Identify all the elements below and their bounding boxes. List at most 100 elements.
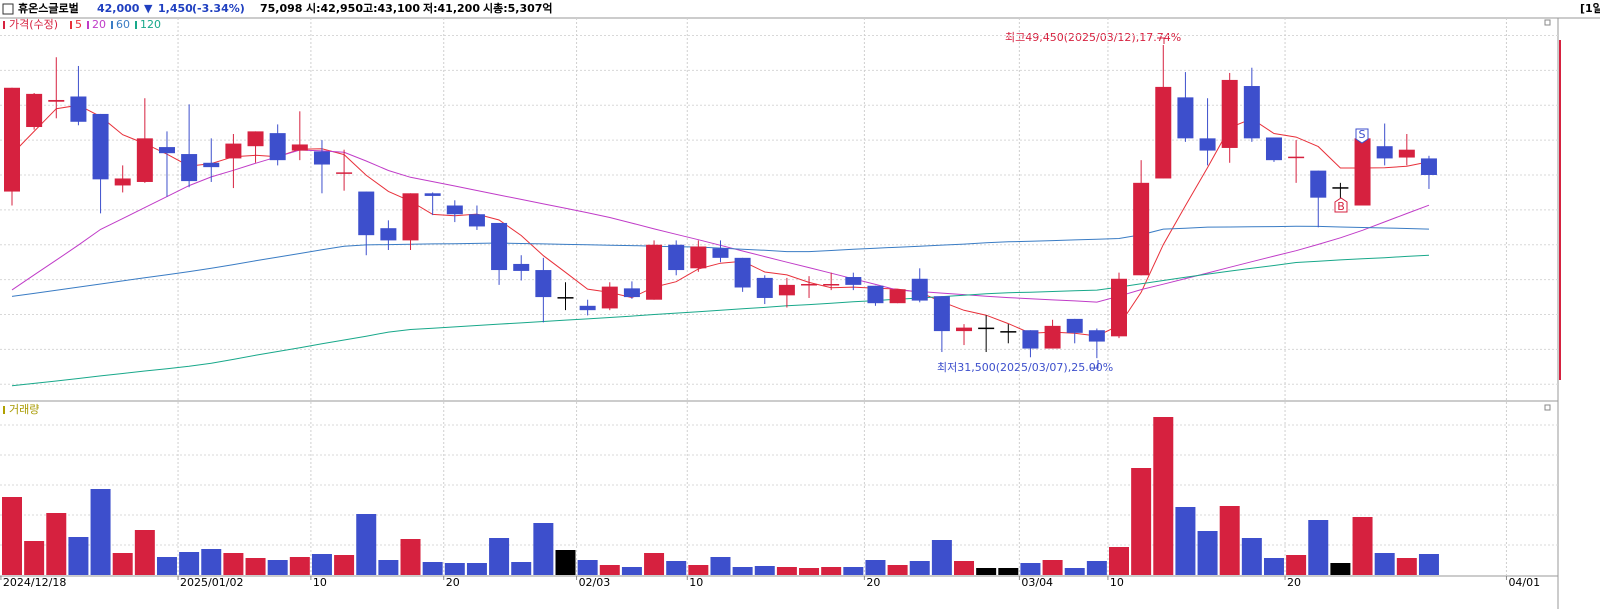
- moving-average-line: [11, 254, 1430, 387]
- volume-bar: [1308, 520, 1329, 575]
- candle-body: [4, 87, 20, 192]
- x-tick-label: 2024/12/18: [3, 576, 66, 589]
- volume-bar: [1086, 561, 1107, 575]
- candle-body: [1265, 137, 1282, 161]
- plot: 2024/12/18 2025/01/02 10 20 02/03 10 20 03/04 10…: [0, 18, 1558, 589]
- signal-box: [1355, 128, 1369, 144]
- volume-bar: [666, 561, 687, 575]
- candle-body: [1376, 146, 1393, 159]
- candle-body: [1066, 318, 1083, 333]
- volume-bar: [245, 558, 266, 575]
- candle-body: [313, 151, 330, 165]
- volume-bar: [621, 567, 642, 575]
- legend-marker: [70, 21, 72, 29]
- candle-body: [48, 99, 65, 102]
- volume-bar: [799, 568, 820, 575]
- candle-body: [579, 305, 596, 311]
- x-tick-label: 10: [689, 576, 703, 589]
- legend-entry: 20: [92, 18, 106, 31]
- volume-bar: [356, 514, 377, 575]
- volume-bar: [998, 568, 1019, 575]
- candle-body: [1044, 325, 1061, 349]
- volume-bar: [46, 513, 67, 575]
- annotation-high: 최고49,450(2025/03/12),17.74%: [1005, 31, 1181, 44]
- candle-body: [845, 277, 862, 285]
- signal-sell: S: [1359, 128, 1366, 141]
- legend-entry: 60: [116, 18, 130, 31]
- candle-body: [1288, 156, 1305, 159]
- legend-marker: [3, 21, 5, 29]
- candle-body: [114, 178, 131, 186]
- volume: 75,098: [260, 2, 302, 15]
- annotation-arrow: [1090, 360, 1099, 369]
- volume-bar: [599, 565, 620, 575]
- volume-bar: [1241, 538, 1262, 575]
- volume-bar: [533, 523, 554, 575]
- volume-bar: [267, 560, 288, 575]
- stock-name: 휴온스글로벌: [18, 1, 79, 15]
- price: 42,000: [97, 2, 140, 15]
- volume-bar: [776, 567, 797, 575]
- volume-bar: [954, 561, 975, 575]
- candle-body: [801, 284, 818, 286]
- candle-body: [380, 228, 397, 241]
- candle-body: [1177, 97, 1194, 139]
- volume-marker: [3, 406, 5, 414]
- volume-bar: [466, 563, 487, 575]
- open: 시:42,950: [306, 2, 363, 15]
- candle-body: [424, 193, 441, 196]
- panel-button[interactable]: [1544, 404, 1551, 411]
- volume-bar: [843, 567, 864, 575]
- volume-bar: [2, 497, 22, 575]
- candle-body: [867, 285, 884, 304]
- candle-body: [1199, 138, 1216, 151]
- candle-body: [557, 297, 574, 299]
- candle-body: [734, 257, 751, 288]
- volume-bar: [555, 550, 576, 575]
- x-tick-label: 20: [866, 576, 880, 589]
- volume-bar: [931, 540, 952, 575]
- volume-bar: [68, 537, 89, 575]
- volume-bar: [112, 553, 133, 575]
- x-tick-label: 10: [313, 576, 327, 589]
- candle-body: [1310, 170, 1327, 198]
- volume-bar: [134, 530, 155, 575]
- candle-body: [601, 286, 618, 309]
- candle-body: [446, 205, 463, 215]
- legend-marker: [135, 21, 137, 29]
- candle-body: [623, 288, 640, 298]
- volume-bar: [90, 489, 111, 575]
- candle-body: [956, 327, 973, 332]
- candle-body: [1111, 278, 1127, 337]
- candle-body: [1155, 86, 1172, 179]
- candle-body: [889, 289, 906, 304]
- volume-bar: [489, 538, 510, 575]
- market-cap: 시총:5,307억: [483, 1, 553, 15]
- candle-body: [1022, 330, 1039, 349]
- candle-body: [1088, 330, 1105, 342]
- low: 저:41,200: [423, 1, 480, 15]
- volume-bar: [732, 567, 753, 575]
- volume-bar: [1153, 417, 1174, 575]
- x-tick-label: 03/04: [1021, 576, 1053, 589]
- volume-bar: [1374, 553, 1395, 575]
- candle-body: [92, 113, 109, 180]
- volume-bar: [334, 555, 355, 575]
- panel-button[interactable]: [1544, 19, 1551, 26]
- period: [1일: [1580, 1, 1600, 15]
- candle-body: [158, 147, 175, 154]
- volume-bar: [201, 549, 222, 575]
- checkbox[interactable]: [2, 3, 14, 15]
- volume-bar: [577, 560, 598, 575]
- x-tick-label: 04/01: [1508, 576, 1540, 589]
- legend-marker: [111, 21, 113, 29]
- candle-body: [468, 214, 485, 227]
- candle-body: [1243, 86, 1260, 139]
- candle-body: [535, 270, 552, 298]
- candle-body: [646, 244, 663, 300]
- volume-bar: [1042, 560, 1063, 575]
- volume-bar: [378, 560, 399, 575]
- candle-body: [136, 138, 153, 182]
- volume-bar: [444, 563, 465, 575]
- candle-body: [778, 284, 795, 296]
